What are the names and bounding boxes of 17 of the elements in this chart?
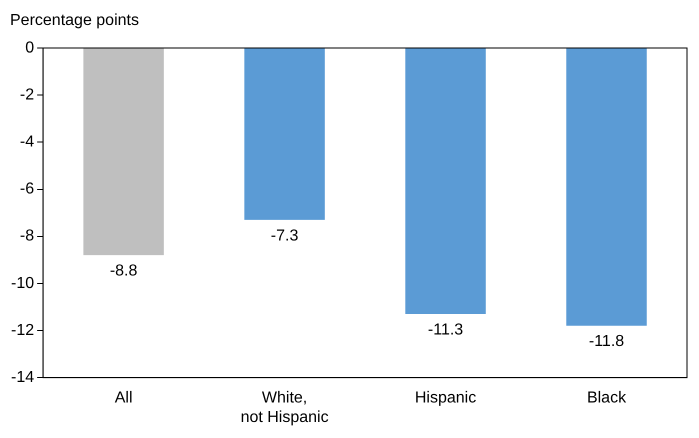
data-label: -7.3 xyxy=(270,227,298,244)
y-axis-title: Percentage points xyxy=(10,12,139,30)
x-tick-label: Hispanic xyxy=(414,390,476,407)
y-tick-label: -2 xyxy=(20,86,34,104)
y-tick-label: -8 xyxy=(20,228,34,245)
y-tick-label: -6 xyxy=(20,180,34,198)
x-tick-label: Black xyxy=(586,390,628,407)
y-tick-label: -12 xyxy=(11,322,34,339)
x-tick-label: All xyxy=(114,390,132,407)
y-tick-label: -14 xyxy=(11,369,34,386)
y-tick-label: 0 xyxy=(25,39,34,56)
data-label: -11.3 xyxy=(428,321,464,338)
data-label: -8.8 xyxy=(110,262,138,280)
data-label: -11.8 xyxy=(588,333,624,350)
y-tick-label: -4 xyxy=(20,134,34,151)
y-tick-label: -10 xyxy=(11,274,34,292)
x-tick-label: White, not Hispanic xyxy=(240,390,329,426)
